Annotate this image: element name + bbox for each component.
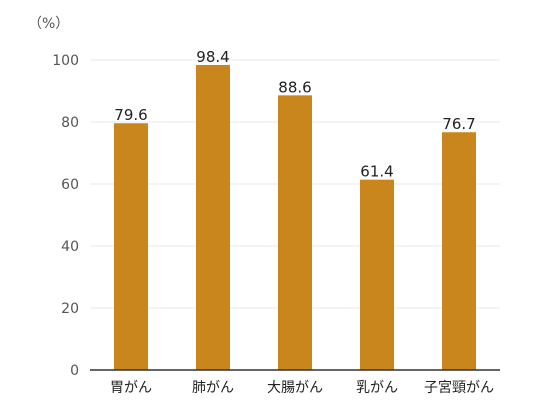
bar-3 (278, 95, 312, 370)
bar-5 (442, 132, 476, 370)
value-label: 76.7 (442, 115, 475, 133)
category-label: 胃がん (110, 380, 152, 396)
category-label: 大腸がん (267, 380, 323, 396)
y-unit-label: （%） (28, 16, 69, 32)
x-axis-categories: 胃がん 肺がん 大腸がん 乳がん 子宮頸がん (110, 380, 494, 396)
y-tick-label: 100 (52, 53, 79, 69)
y-axis-ticks: 0 20 40 60 80 100 (52, 53, 79, 379)
value-label: 79.6 (114, 106, 147, 124)
y-tick-label: 40 (61, 239, 79, 255)
value-label: 61.4 (360, 163, 393, 181)
category-label: 肺がん (192, 380, 234, 396)
y-tick-label: 0 (70, 363, 79, 379)
value-label: 88.6 (278, 78, 311, 96)
value-label: 98.4 (196, 48, 229, 66)
bar-4 (360, 179, 394, 370)
y-tick-label: 60 (61, 177, 79, 193)
y-tick-label: 20 (61, 301, 79, 317)
category-label: 子宮頸がん (424, 380, 494, 396)
value-labels: 79.6 98.4 88.6 61.4 76.7 (114, 48, 475, 181)
bars (114, 64, 476, 371)
bar-2 (196, 64, 230, 371)
category-label: 乳がん (356, 380, 398, 396)
bar-1 (114, 123, 148, 371)
y-tick-label: 80 (61, 115, 79, 131)
